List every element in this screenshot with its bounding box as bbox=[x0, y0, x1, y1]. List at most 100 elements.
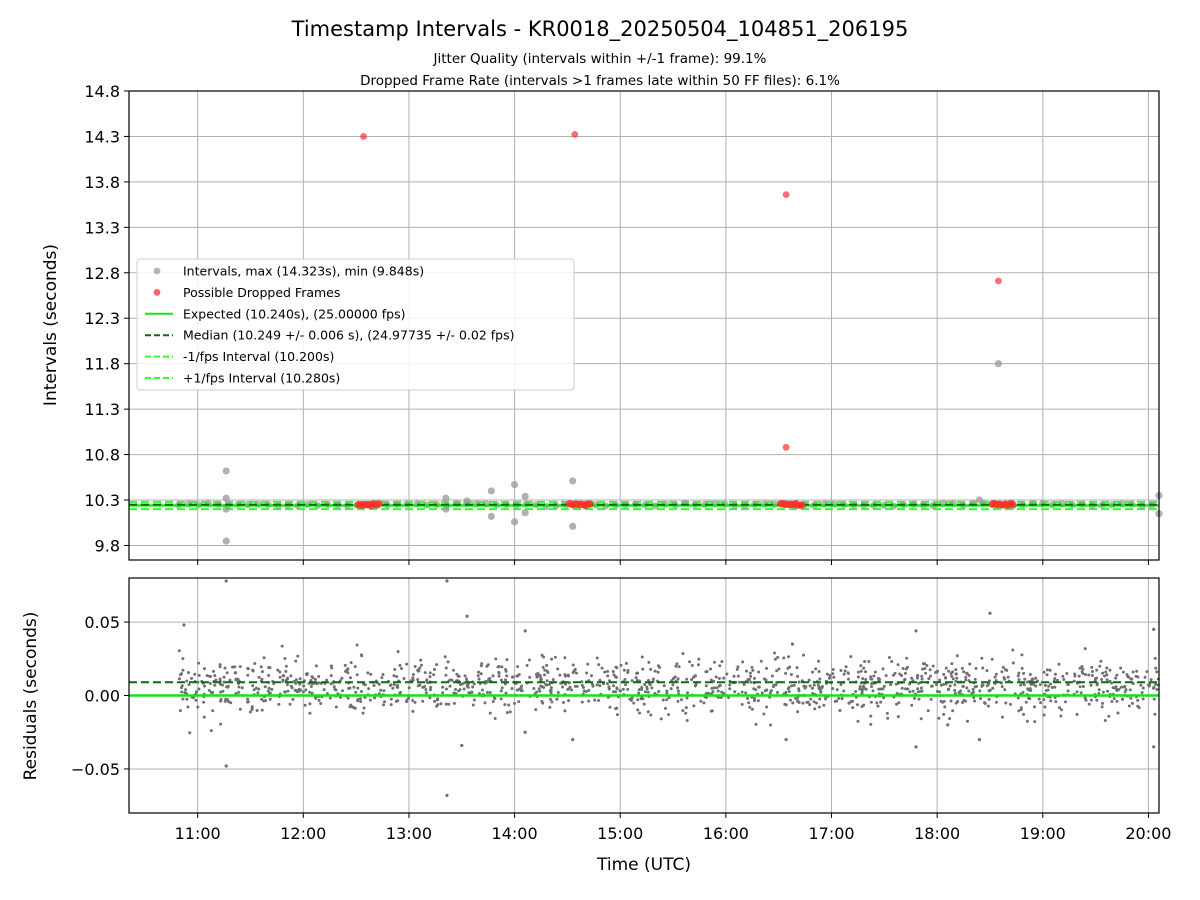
residual-point bbox=[304, 688, 308, 692]
residual-point bbox=[285, 683, 289, 687]
residual-point bbox=[772, 683, 776, 687]
x-tick-label: 16:00 bbox=[703, 824, 749, 843]
residual-point bbox=[487, 678, 491, 682]
residual-point bbox=[411, 673, 415, 677]
residual-point bbox=[943, 676, 947, 680]
residual-point bbox=[341, 689, 345, 693]
residual-point bbox=[460, 743, 464, 748]
residual-point bbox=[567, 699, 571, 703]
interval-point bbox=[994, 360, 1003, 368]
residual-point bbox=[1028, 672, 1032, 676]
residual-point bbox=[614, 690, 618, 694]
residual-point bbox=[606, 669, 610, 673]
residual-point bbox=[990, 657, 994, 661]
residual-point bbox=[838, 708, 842, 712]
residual-point bbox=[643, 690, 647, 694]
residual-point bbox=[213, 683, 217, 687]
residual-point bbox=[1000, 715, 1004, 719]
residual-point bbox=[444, 702, 448, 706]
residual-point bbox=[971, 690, 975, 694]
residual-point bbox=[786, 666, 790, 670]
residual-point bbox=[493, 717, 497, 721]
residual-point bbox=[1151, 686, 1155, 690]
residual-point bbox=[759, 659, 763, 663]
residual-point bbox=[270, 687, 274, 691]
residual-point bbox=[1022, 671, 1026, 675]
residual-point bbox=[1049, 682, 1053, 686]
residual-point bbox=[351, 705, 355, 709]
residual-point bbox=[182, 623, 186, 627]
residual-point bbox=[651, 677, 655, 681]
residual-point bbox=[846, 677, 850, 681]
residual-point bbox=[570, 688, 574, 692]
residual-point bbox=[751, 668, 755, 672]
residual-point bbox=[831, 686, 835, 690]
residual-point bbox=[186, 705, 190, 709]
residual-point bbox=[684, 706, 688, 710]
residual-point bbox=[1121, 697, 1125, 701]
residual-point bbox=[732, 674, 736, 678]
residual-point bbox=[209, 691, 213, 695]
residual-point bbox=[218, 663, 222, 667]
residual-point bbox=[964, 675, 968, 679]
residual-point bbox=[1097, 688, 1101, 692]
residual-point bbox=[623, 678, 627, 682]
residual-point bbox=[180, 690, 184, 694]
residual-point bbox=[508, 710, 512, 714]
residual-point bbox=[974, 666, 978, 670]
residual-point bbox=[1020, 653, 1024, 657]
residual-point bbox=[697, 657, 701, 661]
residual-point bbox=[1090, 665, 1094, 669]
interval-point bbox=[222, 494, 230, 502]
residual-point bbox=[905, 656, 909, 660]
residual-point bbox=[955, 654, 959, 658]
residual-point bbox=[597, 698, 601, 702]
residual-point bbox=[636, 698, 640, 702]
residual-point bbox=[1103, 719, 1107, 723]
residual-point bbox=[935, 670, 939, 674]
residual-point bbox=[1024, 700, 1028, 704]
residual-point bbox=[393, 667, 397, 671]
residual-point bbox=[622, 668, 626, 672]
residual-point bbox=[925, 663, 929, 667]
residual-point bbox=[942, 712, 946, 716]
residual-point bbox=[328, 696, 332, 700]
top-plot-panel: 9.8 10.3 10.8 11.3 11.8 12.3 12.8 13.3 13.8 14.3 1… bbox=[41, 82, 1163, 565]
residual-point bbox=[784, 737, 788, 742]
residual-point bbox=[611, 690, 615, 694]
residual-point bbox=[642, 702, 646, 706]
residual-point bbox=[1114, 685, 1118, 689]
residual-point bbox=[587, 699, 591, 703]
residual-point bbox=[405, 662, 409, 666]
residual-point bbox=[704, 684, 708, 688]
residual-point bbox=[1095, 676, 1099, 680]
residual-point bbox=[1066, 682, 1070, 686]
residual-point bbox=[849, 655, 853, 659]
residual-point bbox=[551, 678, 555, 682]
residual-point bbox=[491, 674, 495, 678]
residual-point bbox=[1115, 673, 1119, 677]
residual-point bbox=[1136, 675, 1140, 679]
residual-point bbox=[796, 674, 800, 678]
x-tick-label: 19:00 bbox=[1020, 824, 1066, 843]
residual-point bbox=[1083, 673, 1087, 677]
residual-point bbox=[222, 675, 226, 679]
residual-point bbox=[267, 686, 271, 690]
residual-point bbox=[523, 730, 527, 734]
residual-point bbox=[740, 690, 744, 694]
residual-point bbox=[1105, 678, 1109, 682]
x-tick-label: 17:00 bbox=[808, 824, 854, 843]
residual-point bbox=[1153, 712, 1157, 716]
residual-point bbox=[1112, 697, 1116, 701]
residual-point bbox=[257, 675, 261, 679]
residual-point bbox=[349, 661, 353, 665]
residual-point bbox=[284, 664, 288, 668]
residual-point bbox=[1155, 687, 1159, 691]
residual-point bbox=[389, 703, 393, 707]
legend-label-plus: +1/fps Interval (10.280s) bbox=[183, 371, 340, 386]
residual-point bbox=[904, 687, 908, 691]
residual-point bbox=[920, 677, 924, 681]
residual-point bbox=[188, 731, 192, 735]
residual-point bbox=[280, 644, 284, 648]
residual-point bbox=[757, 670, 761, 674]
